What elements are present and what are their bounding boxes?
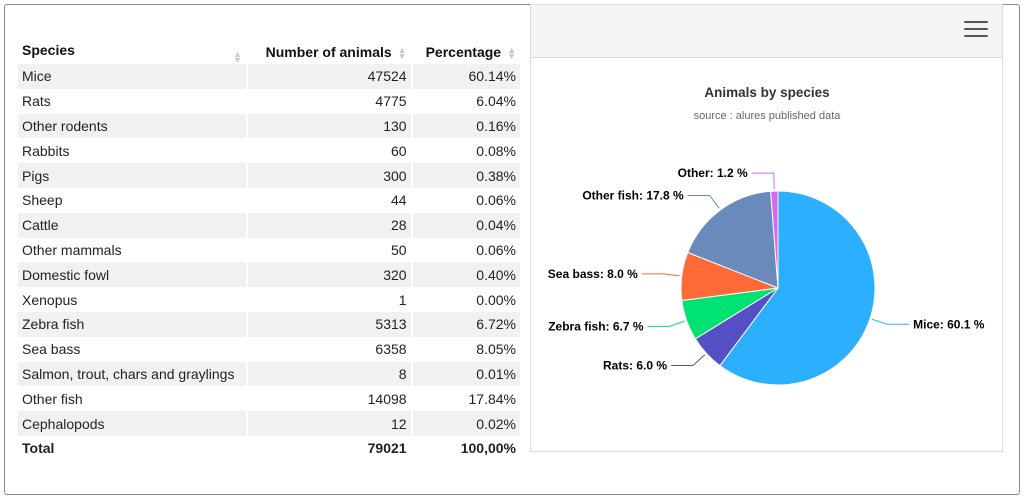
- pie-chart: Animals by species source : alures publi…: [548, 85, 985, 386]
- column-header-number[interactable]: Number of animals ▲ ▼: [265, 44, 407, 62]
- chart-panel: Animals by species source : alures publi…: [530, 4, 1003, 452]
- cell-pct: 100,00%: [460, 440, 516, 457]
- data-label: Sea bass: 8.0 %: [548, 267, 638, 281]
- cell-count: 79021: [367, 440, 407, 457]
- table-header-row: Species ▲ ▼ Number of animals ▲ ▼ Percentag…: [18, 40, 520, 65]
- cell-species: Domestic fowl: [18, 262, 246, 288]
- cell-count: 5313: [248, 311, 411, 337]
- cell-pct: 0.38%: [412, 163, 520, 188]
- cell-species: Pigs: [18, 163, 246, 188]
- chart-header: [531, 5, 1002, 58]
- species-table: Species ▲ ▼ Number of animals ▲ ▼ Percentag…: [16, 40, 522, 461]
- page-frame: [4, 4, 1020, 495]
- cell-pct: 0.00%: [476, 291, 516, 308]
- data-label: Other fish: 17.8 %: [582, 188, 684, 202]
- table-row: Sea bass 6358 8.05%: [18, 337, 520, 362]
- connector-line: [687, 194, 720, 209]
- cell-species: Cephalopods: [18, 411, 246, 436]
- table-row: Domestic fowl 320 0.40%: [18, 262, 520, 288]
- cell-pct: 0.16%: [412, 113, 520, 139]
- cell-count: 320: [248, 262, 411, 288]
- cell-pct: 0.02%: [412, 411, 520, 436]
- cell-pct: 0.01%: [412, 361, 520, 387]
- cell-count: 60: [391, 142, 407, 159]
- cell-pct: 17.84%: [468, 390, 516, 407]
- connector-line: [641, 273, 680, 277]
- sort-icon[interactable]: ▲ ▼: [233, 48, 242, 65]
- chart-title: Animals by species: [704, 85, 829, 100]
- cell-pct: 0.40%: [412, 262, 520, 288]
- cell-pct: 60.14%: [412, 64, 520, 89]
- sort-icon[interactable]: ▲ ▼: [397, 45, 407, 62]
- species-table-container: Species ▲ ▼ Number of animals ▲ ▼ Percentag…: [16, 40, 522, 461]
- cell-species: Total: [22, 440, 55, 457]
- connector-line: [751, 172, 775, 190]
- cell-pct: 6.04%: [476, 93, 516, 110]
- cell-count: 130: [248, 113, 411, 139]
- data-label: Zebra fish: 6.7 %: [548, 319, 644, 333]
- cell-count: 12: [248, 411, 411, 436]
- pie-slice-other-fish[interactable]: [687, 190, 779, 289]
- cell-pct: 0.04%: [412, 212, 520, 238]
- sort-icon[interactable]: ▲ ▼: [507, 45, 516, 62]
- cell-count: 50: [391, 241, 407, 258]
- cell-count: 28: [248, 212, 411, 238]
- cell-count: 14098: [367, 390, 407, 407]
- pie-slice-mice[interactable]: [719, 190, 876, 386]
- data-label: Rats: 6.0 %: [603, 359, 667, 373]
- cell-count: 6358: [375, 341, 407, 358]
- cell-species: Sea bass: [22, 341, 81, 358]
- cell-species: Other rodents: [18, 113, 246, 139]
- cell-species: Cattle: [18, 212, 246, 238]
- chart-subtitle: source : alures published data: [694, 110, 842, 122]
- table-row: Rabbits 60 0.08%: [18, 138, 520, 163]
- cell-pct: 0.06%: [476, 192, 516, 209]
- total-row: Total 79021 100,00%: [18, 436, 520, 461]
- connector-line: [647, 320, 685, 327]
- table-row: Cephalopods 12 0.02%: [18, 411, 520, 436]
- cell-species: Zebra fish: [18, 311, 246, 337]
- table-row: Rats 4775 6.04%: [18, 89, 520, 114]
- table-row: Mice 47524 60.14%: [18, 64, 520, 89]
- cell-pct: 8.05%: [476, 341, 516, 358]
- connector-line: [671, 354, 706, 367]
- cell-count: 1: [398, 291, 407, 308]
- table-row: Other rodents 130 0.16%: [18, 113, 520, 139]
- data-label: Other: 1.2 %: [678, 166, 748, 180]
- cell-count: 47524: [248, 64, 411, 89]
- cell-pct: 6.72%: [412, 311, 520, 337]
- cell-species: Other fish: [22, 390, 83, 407]
- cell-species: Rats: [22, 93, 51, 110]
- cell-species: Xenopus: [22, 291, 78, 308]
- table-row: Other mammals 50 0.06%: [18, 238, 520, 263]
- data-label: Mice: 60.1 %: [913, 317, 985, 331]
- cell-count: 4775: [375, 93, 407, 110]
- cell-species: Sheep: [22, 192, 63, 209]
- cell-species: Mice: [18, 64, 246, 89]
- cell-pct: 0.06%: [476, 241, 516, 258]
- cell-species: Salmon, trout, chars and graylings: [18, 361, 246, 387]
- column-header-percentage[interactable]: Percentage ▲ ▼: [425, 44, 516, 62]
- table-row: Other fish 14098 17.84%: [18, 386, 520, 411]
- table-row: Pigs 300 0.38%: [18, 163, 520, 188]
- cell-species: Other mammals: [22, 241, 122, 258]
- cell-count: 300: [248, 163, 411, 188]
- table-row: Cattle 28 0.04%: [18, 212, 520, 238]
- pie-slice-other[interactable]: [770, 190, 779, 289]
- cell-pct: 0.08%: [476, 142, 516, 159]
- cell-species: Rabbits: [22, 142, 70, 159]
- table-row: Xenopus 1 0.00%: [18, 287, 520, 312]
- table-row: Zebra fish 5313 6.72%: [18, 311, 520, 337]
- hamburger-menu-icon[interactable]: [964, 21, 988, 41]
- table-row: Sheep 44 0.06%: [18, 188, 520, 213]
- connector-line: [871, 318, 910, 325]
- cell-count: 8: [248, 361, 411, 387]
- cell-count: 44: [391, 192, 407, 209]
- table-row: Salmon, trout, chars and graylings 8 0.01%: [18, 361, 520, 387]
- column-header-species[interactable]: Species ▲ ▼: [22, 41, 242, 65]
